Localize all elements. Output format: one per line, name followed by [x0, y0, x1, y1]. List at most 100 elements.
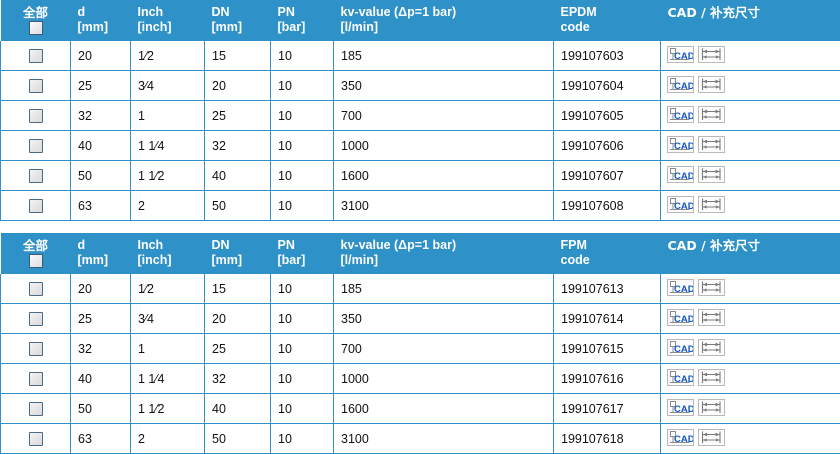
- cell-code: 199107605: [554, 101, 661, 131]
- column-header-check: 全部: [1, 233, 71, 274]
- dimension-icon[interactable]: [698, 46, 725, 63]
- cad-download-icon[interactable]: CAD: [667, 166, 694, 183]
- cell-pn: 10: [271, 191, 334, 221]
- row-select-cell: [1, 101, 71, 131]
- dimension-icon[interactable]: [698, 339, 725, 356]
- cad-download-icon[interactable]: CAD: [667, 369, 694, 386]
- row-select-cell: [1, 304, 71, 334]
- column-header-label-pn: PN: [278, 238, 327, 253]
- row-checkbox[interactable]: [29, 372, 43, 386]
- cad-download-icon[interactable]: CAD: [667, 399, 694, 416]
- cell-kv: 1000: [334, 131, 554, 161]
- dimension-icon[interactable]: [698, 136, 725, 153]
- svg-text:CAD: CAD: [674, 111, 693, 122]
- dimension-icon[interactable]: [698, 76, 725, 93]
- dimension-icon[interactable]: [698, 399, 725, 416]
- column-header-inch: Inch[inch]: [131, 233, 205, 274]
- cell-pn: 10: [271, 334, 334, 364]
- column-header-label-d: d: [78, 5, 124, 20]
- column-header-kv: kv-value (Δp=1 bar)[l/min]: [334, 0, 554, 41]
- dimension-icon[interactable]: [698, 166, 725, 183]
- cell-kv: 3100: [334, 424, 554, 454]
- row-checkbox[interactable]: [29, 432, 43, 446]
- cell-inch: 1⁄2: [131, 41, 205, 71]
- cad-icon-group: CAD: [667, 166, 725, 183]
- cell-kv: 350: [334, 71, 554, 101]
- cad-download-icon[interactable]: CAD: [667, 279, 694, 296]
- cell-inch: 1 1⁄2: [131, 394, 205, 424]
- cad-download-icon[interactable]: CAD: [667, 339, 694, 356]
- cell-d: 20: [71, 274, 131, 304]
- cad-download-icon[interactable]: CAD: [667, 46, 694, 63]
- dimension-icon[interactable]: [698, 309, 725, 326]
- row-checkbox[interactable]: [29, 282, 43, 296]
- column-header-unit-d: [mm]: [78, 253, 124, 268]
- cell-inch: 1 1⁄4: [131, 364, 205, 394]
- cell-dn: 32: [205, 364, 271, 394]
- column-header-pn: PN[bar]: [271, 233, 334, 274]
- cell-pn: 10: [271, 41, 334, 71]
- cell-pn: 10: [271, 424, 334, 454]
- svg-text:CAD: CAD: [674, 404, 693, 415]
- row-select-cell: [1, 131, 71, 161]
- cell-code: 199107618: [554, 424, 661, 454]
- cell-dn: 32: [205, 131, 271, 161]
- row-checkbox[interactable]: [29, 79, 43, 93]
- cad-download-icon[interactable]: CAD: [667, 136, 694, 153]
- cad-download-icon[interactable]: CAD: [667, 309, 694, 326]
- dimension-icon[interactable]: [698, 106, 725, 123]
- dimension-icon[interactable]: [698, 279, 725, 296]
- row-checkbox[interactable]: [29, 199, 43, 213]
- cad-icon-group: CAD: [667, 279, 725, 296]
- row-checkbox[interactable]: [29, 312, 43, 326]
- dimension-icon[interactable]: [698, 196, 725, 213]
- cell-kv: 350: [334, 304, 554, 334]
- cell-dn: 20: [205, 304, 271, 334]
- row-checkbox[interactable]: [29, 49, 43, 63]
- column-header-d: d[mm]: [71, 233, 131, 274]
- cad-icon-group: CAD: [667, 309, 725, 326]
- row-select-cell: [1, 334, 71, 364]
- cell-cad: CAD: [661, 424, 840, 454]
- cell-pn: 10: [271, 131, 334, 161]
- row-checkbox[interactable]: [29, 109, 43, 123]
- cell-cad: CAD: [661, 304, 840, 334]
- cell-cad: CAD: [661, 41, 840, 71]
- cad-icon-group: CAD: [667, 369, 725, 386]
- column-header-unit-code: code: [561, 253, 654, 268]
- select-all-label: 全部: [1, 238, 71, 253]
- cell-d: 50: [71, 161, 131, 191]
- select-all-checkbox[interactable]: [29, 254, 43, 268]
- dimension-icon[interactable]: [698, 369, 725, 386]
- column-header-check: 全部: [1, 0, 71, 41]
- row-checkbox[interactable]: [29, 169, 43, 183]
- row-select-cell: [1, 71, 71, 101]
- cad-download-icon[interactable]: CAD: [667, 106, 694, 123]
- cell-kv: 700: [334, 334, 554, 364]
- row-checkbox[interactable]: [29, 139, 43, 153]
- cell-kv: 700: [334, 101, 554, 131]
- cell-pn: 10: [271, 161, 334, 191]
- column-header-label-dn: DN: [212, 5, 264, 20]
- column-header-label-kv: kv-value (Δp=1 bar): [341, 5, 547, 20]
- cell-cad: CAD: [661, 394, 840, 424]
- row-checkbox[interactable]: [29, 402, 43, 416]
- svg-text:CAD: CAD: [674, 284, 693, 295]
- cad-download-icon[interactable]: CAD: [667, 76, 694, 93]
- cell-dn: 40: [205, 161, 271, 191]
- select-all-checkbox[interactable]: [29, 21, 43, 35]
- column-header-dn: DN[mm]: [205, 233, 271, 274]
- column-header-cad: CAD / 补充尺寸: [661, 0, 840, 41]
- cell-dn: 15: [205, 274, 271, 304]
- row-checkbox[interactable]: [29, 342, 43, 356]
- cad-download-icon[interactable]: CAD: [667, 196, 694, 213]
- cell-inch: 1: [131, 101, 205, 131]
